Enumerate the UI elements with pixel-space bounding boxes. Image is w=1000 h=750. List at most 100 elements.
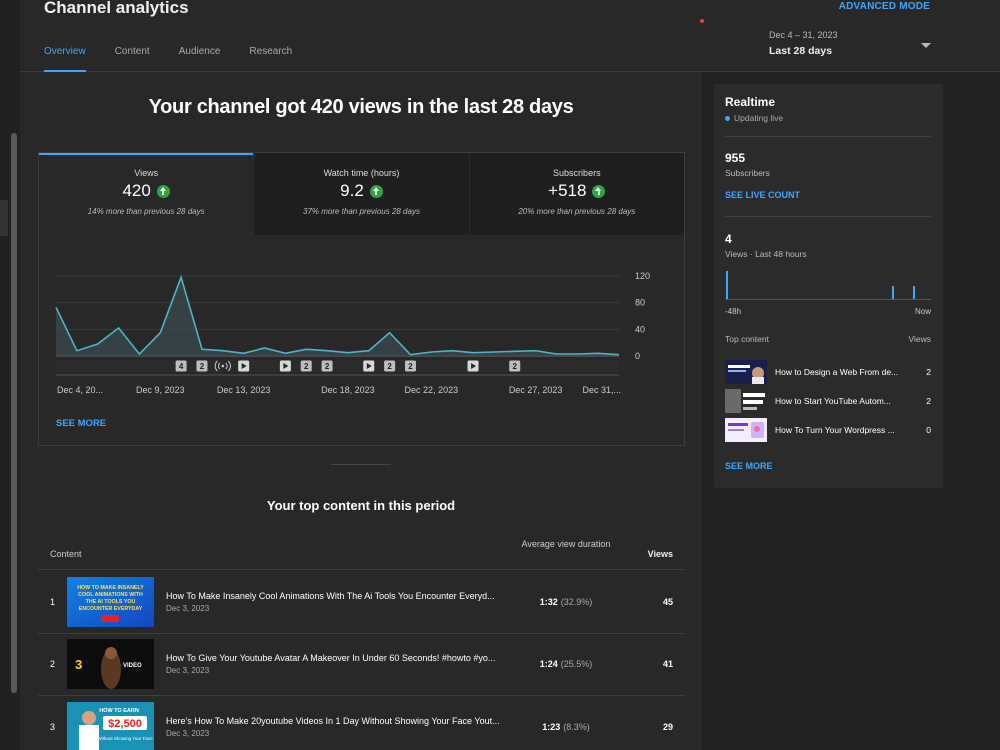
- realtime-content-item[interactable]: How To Turn Your Wordpress ... 0: [725, 418, 931, 442]
- y-tick-label: 120: [635, 271, 650, 281]
- table-row[interactable]: 2 3 VIDEO How To Give Your Youtube Avata…: [38, 633, 685, 696]
- svg-text:VIDEO: VIDEO: [123, 663, 142, 669]
- avd-percent: (25.5%): [560, 659, 593, 669]
- video-thumbnail[interactable]: HOW TO MAKE INSANELY COOL ANIMATIONS WIT…: [67, 577, 154, 627]
- realtime-content-item[interactable]: How to Design a Web From de... 2: [725, 360, 931, 384]
- metric-tab-watch-time[interactable]: Watch time (hours) 9.2 37% more than pre…: [253, 153, 469, 235]
- see-live-count-button[interactable]: SEE LIVE COUNT: [725, 190, 801, 200]
- video-title-link[interactable]: How To Make Insanely Cool Animations Wit…: [166, 591, 495, 601]
- advanced-mode-link[interactable]: ADVANCED MODE: [838, 1, 930, 12]
- scrollbar[interactable]: [11, 133, 17, 693]
- video-thumbnail[interactable]: [725, 360, 767, 384]
- x-tick-label: Dec 9, 2023: [136, 385, 185, 395]
- table-row[interactable]: 3 HOW TO EARN $2,500 Without Showing You…: [38, 696, 685, 750]
- svg-text:3: 3: [75, 657, 82, 672]
- realtime-status: Updating live: [725, 113, 783, 123]
- video-title-link[interactable]: How to Design a Web From de...: [775, 367, 899, 377]
- video-views: 2: [926, 367, 931, 377]
- x-tick-label: Dec 22, 2023: [405, 385, 459, 395]
- x-tick-label: Dec 27, 2023: [509, 385, 563, 395]
- realtime-see-more-button[interactable]: SEE MORE: [725, 461, 773, 471]
- video-date: Dec 3, 2023: [166, 604, 210, 613]
- live-stream-icon[interactable]: [214, 360, 231, 372]
- divider: [725, 216, 931, 217]
- svg-text:COOL ANIMATIONS WITH: COOL ANIMATIONS WITH: [78, 592, 143, 598]
- video-views: 2: [926, 396, 931, 406]
- video-published-icon[interactable]: [467, 360, 479, 372]
- bar-axis-end: Now: [914, 307, 931, 316]
- video-count-marker[interactable]: 2: [300, 360, 312, 372]
- video-title-link[interactable]: How to Start YouTube Autom...: [775, 396, 891, 406]
- top-content-title: Your top content in this period: [266, 498, 456, 513]
- video-count-marker[interactable]: 2: [404, 360, 416, 372]
- x-tick-label: Dec 18, 2023: [321, 385, 375, 395]
- tab-research[interactable]: Research: [249, 46, 293, 57]
- video-date: Dec 3, 2023: [166, 729, 210, 738]
- realtime-content-item[interactable]: How to Start YouTube Autom... 2: [725, 389, 931, 413]
- page-title: Channel analytics: [44, 0, 189, 17]
- video-count-marker[interactable]: 2: [321, 360, 333, 372]
- video-title-link[interactable]: How To Give Your Youtube Avatar A Makeov…: [166, 653, 496, 663]
- video-count-marker[interactable]: 2: [384, 360, 396, 372]
- metric-label: Subscribers: [553, 168, 601, 178]
- tab-overview[interactable]: Overview: [44, 46, 86, 72]
- top-content-label: Top content: [725, 334, 769, 344]
- marker-strip: [56, 360, 619, 372]
- avd-time: 1:32: [539, 597, 558, 607]
- metric-tab-subscribers[interactable]: Subscribers +518 20% more than previous …: [468, 153, 684, 235]
- video-published-icon[interactable]: [238, 360, 250, 372]
- live-dot-icon: [725, 115, 730, 121]
- realtime-bar-chart[interactable]: [725, 271, 931, 300]
- column-header-views[interactable]: Views: [647, 549, 673, 559]
- video-published-icon[interactable]: [279, 360, 291, 372]
- date-range-text: Dec 4 – 31, 2023: [769, 30, 838, 40]
- avd-time: 1:24: [539, 659, 558, 669]
- video-title-link[interactable]: Here's How To Make 20youtube Videos In 1…: [166, 716, 500, 726]
- y-tick-label: 80: [635, 298, 645, 308]
- metric-label: Views: [134, 168, 159, 178]
- tab-content[interactable]: Content: [114, 46, 150, 57]
- svg-text:2: 2: [304, 362, 309, 371]
- views-column-label: Views: [908, 334, 931, 344]
- video-thumbnail[interactable]: [725, 418, 767, 442]
- avg-view-duration: 1:24 (25.5%): [516, 659, 616, 669]
- svg-text:2: 2: [200, 362, 205, 371]
- date-range-picker[interactable]: Dec 4 – 31, 2023 Last 28 days: [769, 30, 939, 62]
- divider: [725, 136, 931, 137]
- column-header-avg-view-duration[interactable]: Average view duration: [521, 539, 611, 549]
- tab-audience[interactable]: Audience: [178, 46, 221, 57]
- svg-text:2: 2: [408, 362, 413, 371]
- realtime-bar[interactable]: [726, 271, 729, 299]
- realtime-bar[interactable]: [891, 285, 894, 299]
- row-rank: 2: [50, 659, 56, 669]
- x-tick-label: Dec 4, 20...: [57, 385, 103, 395]
- top-content-table-header: Content Average view duration Views: [38, 534, 685, 570]
- metrics-card: Views 420 14% more than previous 28 days…: [38, 152, 685, 446]
- see-more-button[interactable]: SEE MORE: [56, 418, 107, 429]
- notification-dot: [700, 19, 704, 23]
- svg-text:4: 4: [179, 362, 184, 371]
- x-tick-label: Dec 31,...: [582, 385, 621, 395]
- views-chart[interactable]: 0 40 80 120 4 2 2 2 2 2 2 Dec 4, 20... Dec 9, 2023 De…: [39, 263, 684, 413]
- left-rail-handle: [0, 200, 8, 236]
- header: Channel analytics ADVANCED MODE Overview…: [20, 0, 1000, 72]
- video-published-icon[interactable]: [363, 360, 375, 372]
- table-row[interactable]: 1 HOW TO MAKE INSANELY COOL ANIMATIONS W…: [38, 571, 685, 634]
- arrow-up-icon: [592, 184, 606, 198]
- video-count-marker[interactable]: 2: [509, 360, 521, 372]
- video-count-marker[interactable]: 4: [175, 360, 187, 372]
- video-thumbnail[interactable]: [725, 389, 767, 413]
- video-count-marker[interactable]: 2: [196, 360, 208, 372]
- svg-text:HOW TO MAKE INSANELY: HOW TO MAKE INSANELY: [77, 585, 144, 591]
- metric-tab-views[interactable]: Views 420 14% more than previous 28 days: [39, 153, 254, 235]
- video-thumbnail[interactable]: HOW TO EARN $2,500 Without Showing Your …: [67, 702, 154, 750]
- video-title-link[interactable]: How To Turn Your Wordpress ...: [775, 425, 895, 435]
- avg-view-duration: 1:32 (32.9%): [516, 597, 616, 607]
- realtime-bar[interactable]: [913, 285, 916, 299]
- metric-value-text: +518: [548, 181, 587, 200]
- metric-comparison: 20% more than previous 28 days: [518, 207, 636, 216]
- video-thumbnail[interactable]: 3 VIDEO: [67, 639, 154, 689]
- metric-tabs: Views 420 14% more than previous 28 days…: [39, 153, 684, 235]
- metric-value-text: 420: [122, 181, 151, 200]
- svg-text:2: 2: [325, 362, 330, 371]
